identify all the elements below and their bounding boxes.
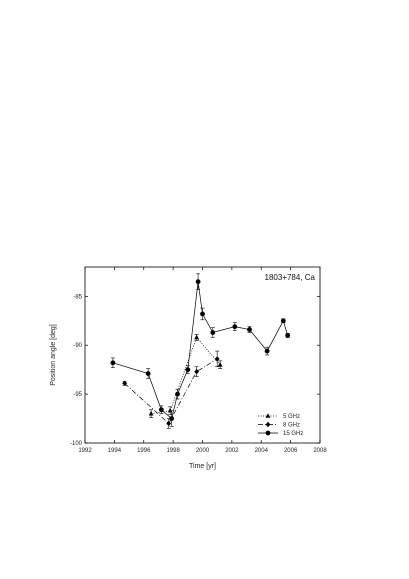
data-point bbox=[247, 327, 252, 332]
y-tick-label: -85 bbox=[73, 294, 82, 300]
legend-label: 5 GHz bbox=[283, 414, 300, 420]
data-point bbox=[217, 361, 223, 367]
legend-label: 15 GHz bbox=[283, 431, 303, 437]
y-tick-label: -95 bbox=[73, 392, 82, 398]
x-tick-label: 2002 bbox=[225, 448, 239, 454]
x-tick-label: 2006 bbox=[284, 448, 298, 454]
y-tick-label: -100 bbox=[70, 441, 83, 447]
data-point bbox=[166, 420, 172, 427]
data-point bbox=[280, 318, 286, 324]
data-point bbox=[195, 279, 201, 285]
series-line-8-ghz bbox=[124, 358, 218, 425]
data-point bbox=[169, 416, 175, 421]
chart-title: 1803+784, Ca bbox=[265, 273, 316, 282]
series-line-5-ghz bbox=[151, 336, 221, 415]
x-tick-label: 1996 bbox=[137, 448, 151, 454]
data-point bbox=[122, 380, 128, 387]
legend-marker bbox=[265, 421, 271, 428]
y-tick-label: -90 bbox=[73, 343, 82, 349]
x-tick-label: 2008 bbox=[313, 448, 327, 454]
x-tick-label: 1998 bbox=[166, 448, 180, 454]
data-point bbox=[148, 410, 154, 416]
x-tick-label: 2004 bbox=[255, 448, 269, 454]
legend: 5 GHz 8 GHz 15 GHz bbox=[258, 413, 303, 437]
data-point bbox=[285, 333, 291, 338]
data-point bbox=[175, 391, 180, 397]
data-point bbox=[194, 334, 200, 340]
data-point bbox=[194, 368, 200, 375]
data-point bbox=[210, 330, 216, 335]
x-tick-label: 2000 bbox=[196, 448, 210, 454]
legend-marker bbox=[265, 430, 271, 436]
data-point bbox=[264, 348, 270, 354]
legend-label: 8 GHz bbox=[283, 423, 300, 429]
series-8-ghz bbox=[122, 350, 220, 429]
data-point bbox=[110, 360, 116, 366]
series-line-15-ghz bbox=[112, 281, 289, 420]
x-tick-label: 1994 bbox=[108, 448, 122, 454]
data-point bbox=[214, 356, 220, 362]
data-point bbox=[200, 311, 205, 317]
data-point bbox=[232, 324, 238, 330]
data-point bbox=[158, 407, 164, 413]
axes: 1992 1994 1996 1998 2000 2002 2004 2006 2008 -85 -… bbox=[70, 267, 327, 454]
x-axis-label: Time [yr] bbox=[189, 463, 216, 470]
legend-marker bbox=[265, 413, 271, 418]
y-axis-label: Position angle [deg] bbox=[50, 324, 57, 386]
x-tick-label: 1992 bbox=[78, 448, 92, 454]
series-layer bbox=[110, 273, 291, 429]
data-point bbox=[145, 371, 151, 376]
data-point bbox=[185, 367, 191, 373]
series-5-ghz bbox=[148, 334, 223, 418]
series-15-ghz bbox=[110, 273, 291, 427]
